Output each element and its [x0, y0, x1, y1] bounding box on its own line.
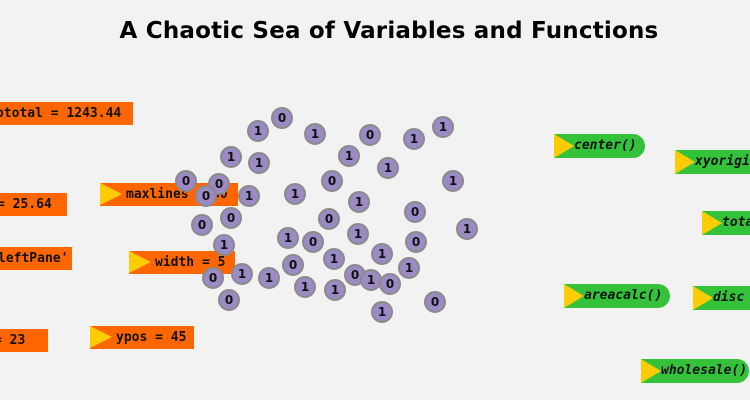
- binary-digit-bubble: 0: [271, 107, 293, 129]
- function-tag-label: areacalc(): [584, 288, 663, 303]
- binary-digit-bubble: 0: [379, 273, 401, 295]
- binary-digit-bubble: 0: [359, 124, 381, 146]
- variable-tag-label: ototal = 1243.44: [0, 106, 122, 121]
- binary-digit-bubble: 0: [218, 289, 240, 311]
- function-tag-label: wholesale(): [661, 363, 748, 378]
- binary-digit-bubble: 1: [348, 191, 370, 213]
- function-tag-wholesale: wholesale(): [641, 359, 749, 383]
- variable-tag-pane: leftPane': [0, 247, 72, 270]
- diagram-title: A Chaotic Sea of Variables and Functions: [119, 18, 659, 44]
- function-tag-label: center(): [574, 138, 637, 153]
- binary-digit-bubble: 1: [258, 267, 280, 289]
- arrow-icon: [129, 251, 151, 273]
- binary-digit-bubble: 1: [277, 227, 299, 249]
- function-tag-xyorigin: xyorigi: [675, 150, 750, 174]
- variable-tag-total: ototal = 1243.44: [0, 102, 133, 125]
- function-tag-label: tota: [722, 215, 750, 230]
- arrow-icon: [693, 286, 713, 310]
- function-tag-total: tota: [702, 211, 750, 235]
- binary-digit-bubble: 1: [220, 146, 242, 168]
- variable-tag-label: leftPane': [0, 251, 69, 266]
- function-tag-areacalc: areacalc(): [564, 284, 670, 308]
- variable-tag-label: width = 5: [155, 255, 226, 270]
- arrow-icon: [564, 284, 584, 308]
- binary-digit-bubble: 0: [175, 170, 197, 192]
- binary-digit-bubble: 0: [220, 207, 242, 229]
- variable-tag-label: ypos = 45: [116, 330, 187, 345]
- binary-digit-bubble: 1: [231, 263, 253, 285]
- binary-digit-bubble: 1: [284, 183, 306, 205]
- binary-digit-bubble: 1: [338, 145, 360, 167]
- binary-digit-bubble: 1: [324, 279, 346, 301]
- binary-digit-bubble: 0: [424, 291, 446, 313]
- binary-digit-bubble: 1: [323, 248, 345, 270]
- binary-digit-bubble: 0: [202, 267, 224, 289]
- binary-digit-bubble: 1: [432, 116, 454, 138]
- function-tag-discount: disc: [693, 286, 750, 310]
- binary-digit-bubble: 1: [398, 257, 420, 279]
- binary-digit-bubble: 1: [377, 157, 399, 179]
- variable-tag-label: = 25.64: [0, 197, 52, 212]
- arrow-icon: [100, 183, 122, 205]
- arrow-icon: [675, 150, 695, 174]
- binary-digit-bubble: 0: [282, 254, 304, 276]
- binary-digit-bubble: 0: [302, 231, 324, 253]
- binary-digit-bubble: 1: [294, 276, 316, 298]
- binary-digit-bubble: 1: [442, 170, 464, 192]
- binary-digit-bubble: 0: [318, 208, 340, 230]
- binary-digit-bubble: 1: [371, 301, 393, 323]
- binary-digit-bubble: 1: [238, 185, 260, 207]
- binary-digit-bubble: 1: [371, 243, 393, 265]
- arrow-icon: [90, 326, 112, 348]
- variable-tag-rate: = 25.64: [0, 193, 67, 216]
- binary-digit-bubble: 1: [213, 234, 235, 256]
- binary-digit-bubble: 0: [195, 185, 217, 207]
- variable-tag-label: = 23: [0, 333, 26, 348]
- variable-tag-ypos: ypos = 45: [90, 326, 194, 349]
- binary-digit-bubble: 1: [304, 123, 326, 145]
- arrow-icon: [702, 211, 722, 235]
- binary-digit-bubble: 1: [347, 223, 369, 245]
- arrow-icon: [554, 134, 574, 158]
- binary-digit-bubble: 0: [405, 231, 427, 253]
- binary-digit-bubble: 0: [191, 214, 213, 236]
- variable-tag-count: = 23: [0, 329, 48, 352]
- binary-digit-bubble: 0: [321, 170, 343, 192]
- binary-digit-bubble: 0: [404, 201, 426, 223]
- function-tag-label: xyorigi: [695, 154, 750, 169]
- binary-digit-bubble: 1: [248, 152, 270, 174]
- function-tag-center: center(): [554, 134, 645, 158]
- function-tag-label: disc: [713, 290, 745, 305]
- binary-digit-bubble: 1: [456, 218, 478, 240]
- binary-digit-bubble: 1: [403, 128, 425, 150]
- arrow-icon: [641, 359, 661, 383]
- binary-digit-bubble: 1: [247, 120, 269, 142]
